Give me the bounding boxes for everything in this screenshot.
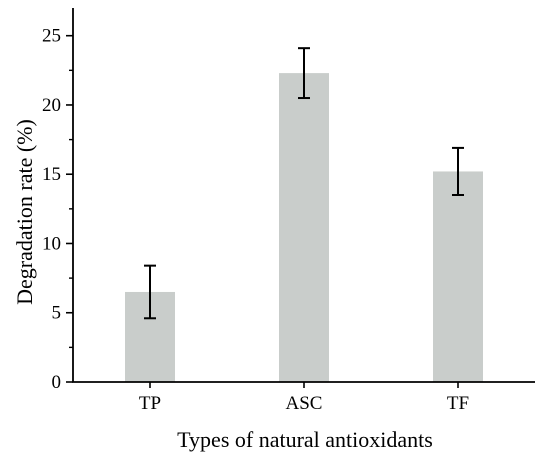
x-axis-label: Types of natural antioxidants: [177, 427, 433, 452]
error-bar-tf: [452, 146, 464, 196]
x-tick-label-tp: TP: [139, 393, 161, 414]
x-tick-label-tf: TF: [447, 393, 469, 414]
y-tick-label: 5: [52, 303, 62, 324]
error-bar-asc: [298, 47, 310, 100]
bar-asc: [279, 73, 329, 383]
bar-tf: [433, 171, 483, 382]
y-tick-label: 0: [52, 372, 62, 393]
axes-group: 0 5 10 15 20 25 TP ASC TF: [42, 8, 535, 414]
y-tick-label: 25: [42, 26, 61, 47]
x-tick-label-asc: ASC: [286, 393, 323, 414]
bars-group: [125, 73, 483, 383]
y-tick-label: 10: [42, 233, 61, 254]
error-bar-tp: [144, 264, 156, 320]
y-tick-label: 15: [42, 164, 61, 185]
error-bars-group: [144, 47, 464, 320]
y-tick-label: 20: [42, 95, 61, 116]
y-axis-label: Degradation rate (%): [12, 119, 37, 305]
